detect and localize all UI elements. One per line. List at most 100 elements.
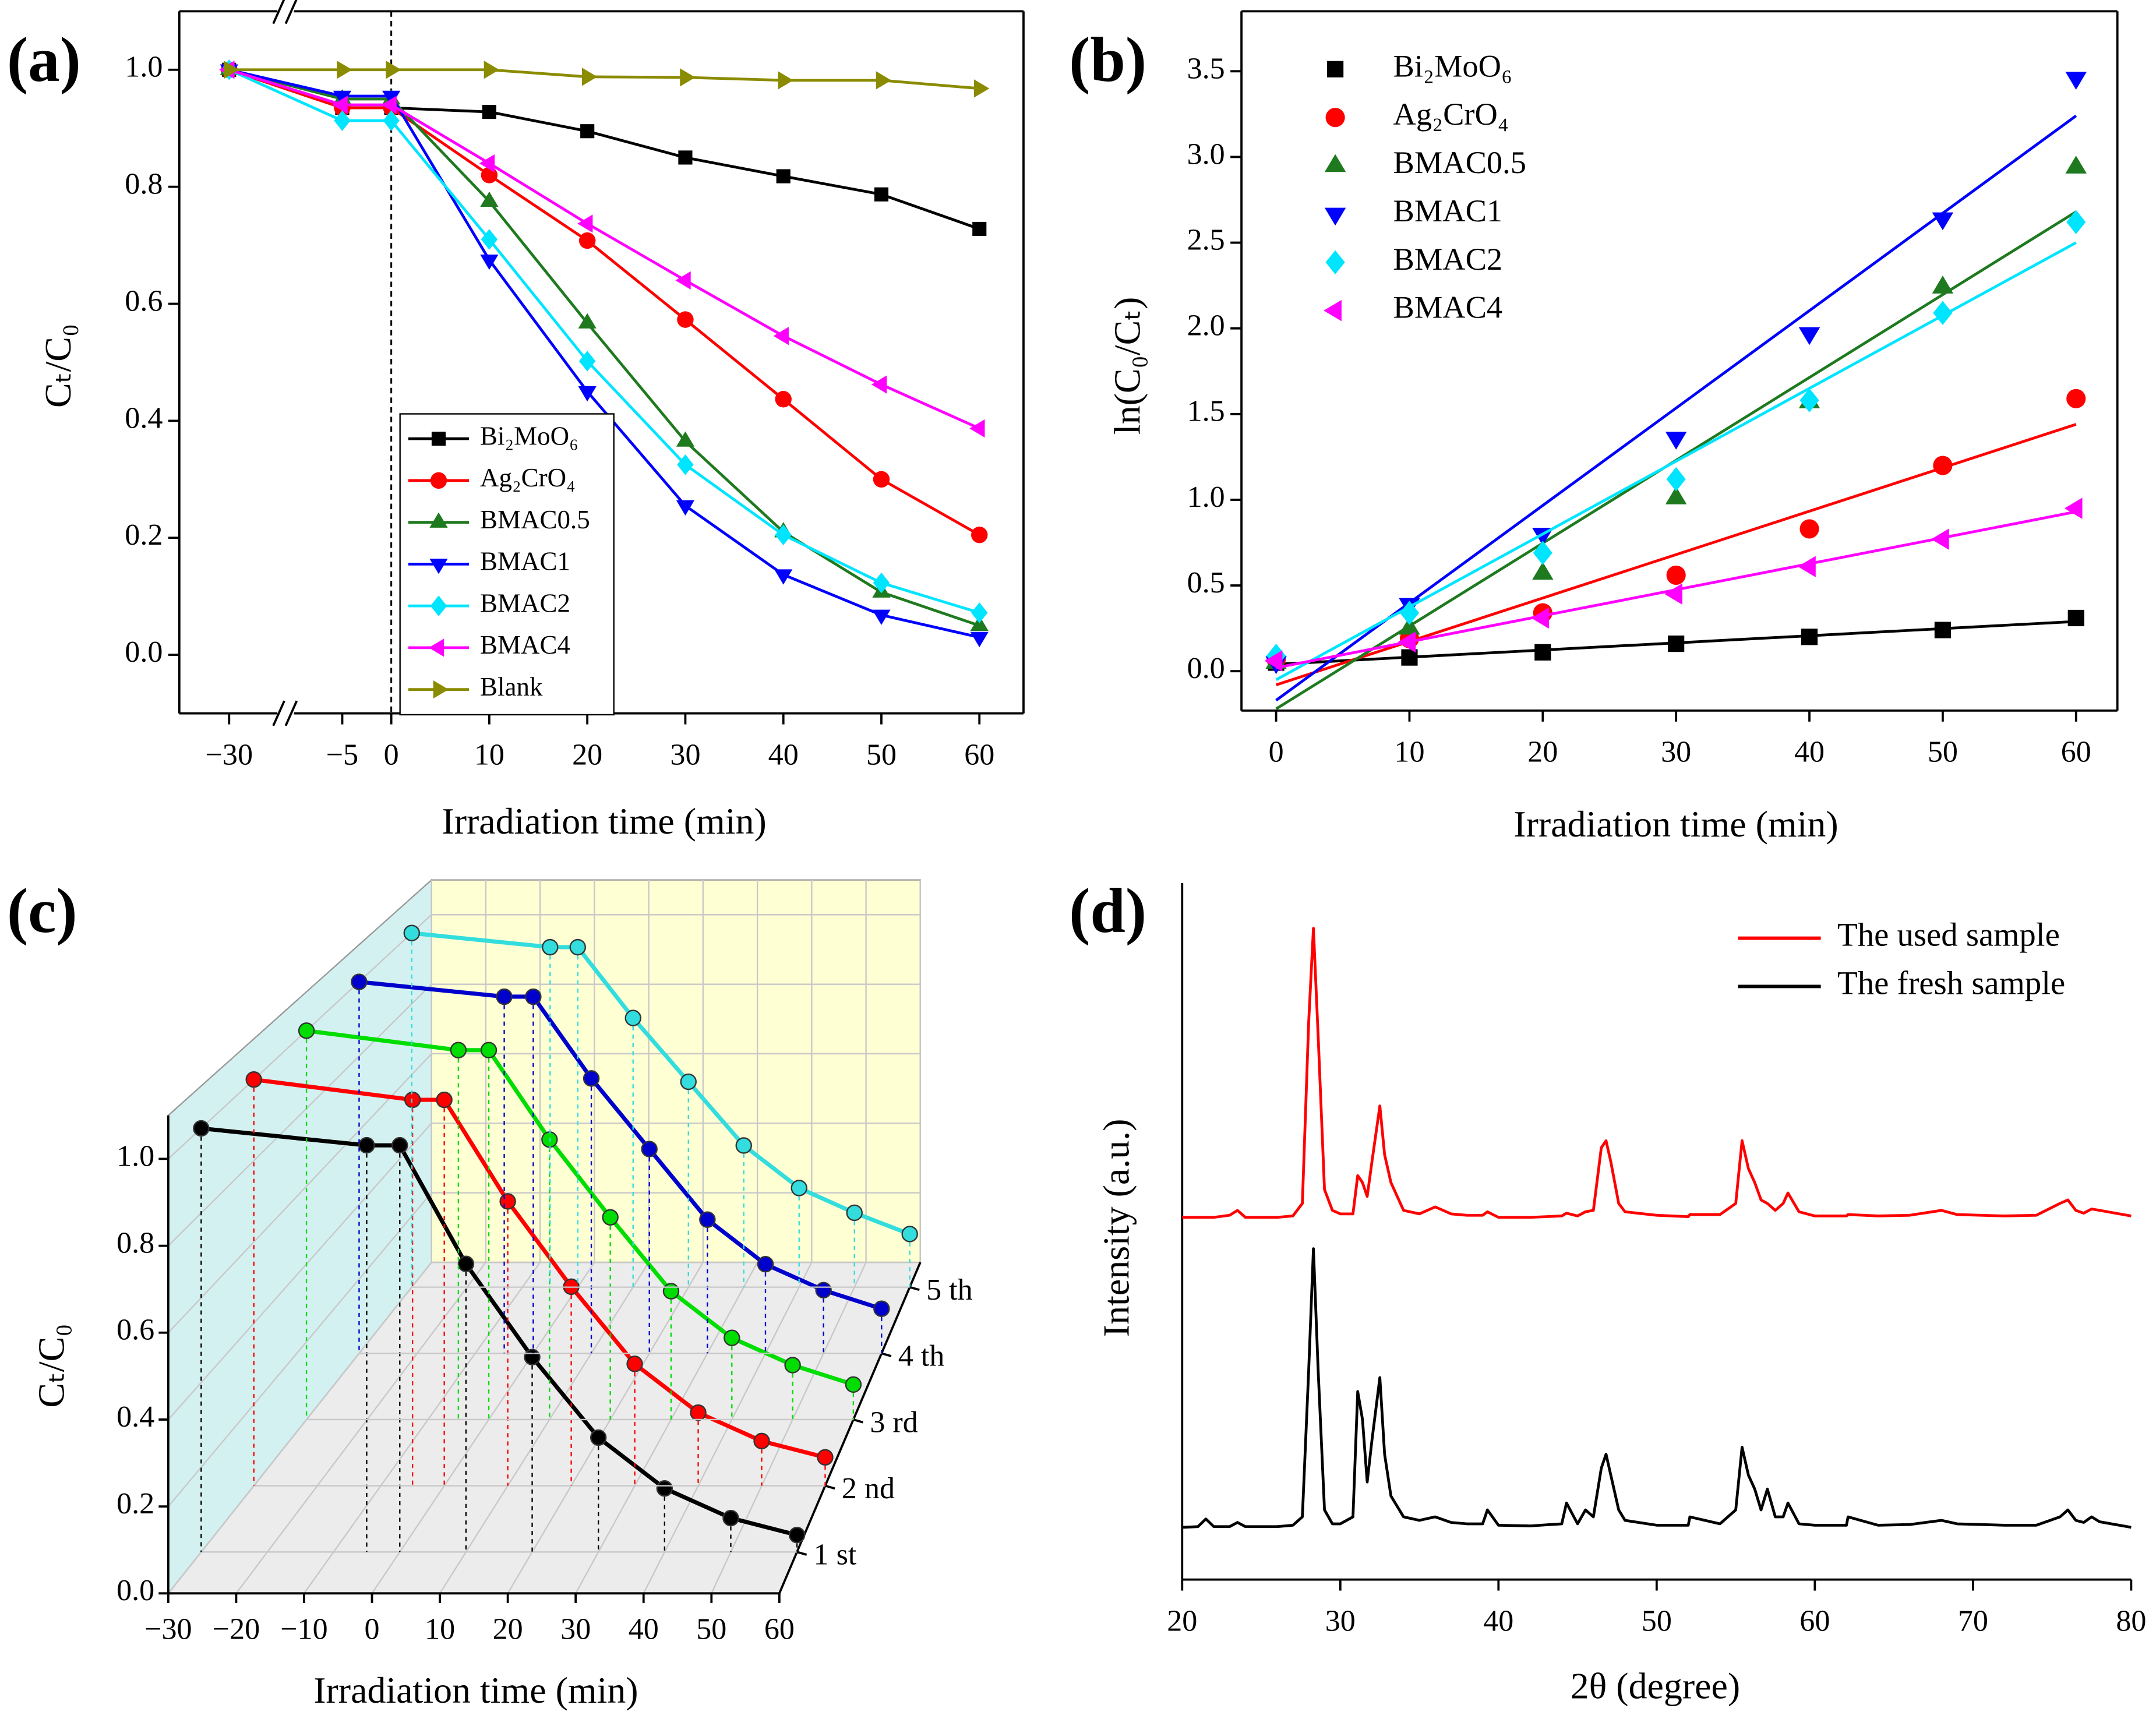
marker	[775, 391, 792, 408]
marker	[332, 96, 348, 114]
marker	[974, 79, 990, 98]
depth-label: 4 th	[898, 1340, 945, 1373]
marker	[1324, 154, 1346, 172]
marker	[1934, 622, 1951, 638]
marker	[971, 602, 988, 623]
marker	[656, 1480, 673, 1497]
marker	[479, 154, 495, 173]
marker	[1932, 276, 1954, 294]
marker	[1933, 301, 1953, 325]
x-axis-label: Irradiation time (min)	[1513, 803, 1838, 845]
marker	[383, 110, 400, 131]
marker	[680, 68, 696, 87]
marker	[193, 1120, 210, 1137]
marker	[481, 167, 498, 183]
marker	[2065, 72, 2087, 90]
grid-line	[168, 914, 432, 1160]
marker	[403, 924, 420, 941]
x-tick-label: 40	[768, 738, 799, 771]
marker	[431, 432, 446, 446]
marker	[1399, 601, 1420, 625]
marker	[1325, 108, 1345, 128]
marker	[578, 232, 596, 249]
marker	[578, 313, 597, 329]
marker	[969, 419, 985, 438]
series-line	[1182, 927, 2132, 1219]
marker	[1398, 631, 1416, 653]
x-tick-label: −10	[280, 1613, 327, 1646]
marker	[753, 1432, 770, 1450]
marker	[1324, 207, 1346, 226]
y-tick-label: 1.0	[1187, 481, 1225, 514]
marker	[774, 569, 793, 585]
grid-line	[575, 1262, 758, 1594]
marker	[735, 1137, 752, 1154]
y-tick-label: 1.0	[125, 51, 163, 84]
marker	[845, 1376, 862, 1393]
marker	[429, 559, 448, 574]
y-axis-label: Cₜ/C₀	[37, 324, 79, 408]
panel-label: (b)	[1069, 24, 1146, 95]
marker	[1264, 650, 1283, 672]
marker	[676, 431, 695, 447]
y-tick-label: 0.0	[125, 636, 163, 669]
legend-label: Ag₂CrO₄	[1393, 96, 1509, 132]
grid-line	[168, 983, 432, 1247]
panel-label: (c)	[7, 876, 77, 946]
marker	[876, 71, 892, 90]
y-tick-label: 0.8	[125, 168, 163, 201]
marker	[245, 1071, 262, 1088]
y-axis-label: ln(C₀/Cₜ)	[1106, 297, 1148, 435]
x-tick-label: 30	[1325, 1604, 1356, 1637]
marker	[817, 1449, 834, 1466]
marker	[677, 454, 694, 475]
y-tick-label: 1.0	[117, 1139, 154, 1173]
x-tick-label: 70	[1958, 1604, 1988, 1637]
x-tick-label: 30	[1661, 736, 1691, 769]
marker	[457, 1255, 475, 1272]
y-tick-label: 1.5	[1187, 395, 1225, 428]
marker	[1665, 432, 1687, 450]
marker	[1799, 388, 1819, 412]
y-tick-label: 0.5	[1187, 566, 1225, 599]
depth-label: 2 nd	[842, 1472, 895, 1505]
marker	[775, 524, 792, 546]
x-tick-label: 20	[1527, 736, 1558, 769]
marker	[1664, 583, 1682, 605]
marker	[580, 124, 595, 139]
marker	[1534, 644, 1551, 661]
marker	[525, 988, 542, 1005]
marker	[481, 229, 498, 250]
y-tick-label: 0.4	[117, 1400, 154, 1434]
marker	[778, 71, 793, 90]
x-tick-label: 60	[1799, 1604, 1830, 1637]
legend-label: BMAC2	[480, 588, 570, 617]
marker	[602, 1209, 619, 1226]
marker	[971, 527, 988, 543]
legend-label: Bi₂MoO₆	[480, 421, 578, 450]
x-tick-label: −30	[206, 738, 253, 771]
axis-break-mark	[284, 700, 298, 726]
marker	[970, 615, 989, 631]
grid-line	[711, 1262, 867, 1594]
marker	[337, 61, 352, 79]
marker	[1933, 456, 1953, 475]
depth-tick	[853, 1418, 863, 1424]
marker	[678, 150, 693, 165]
y-tick-label: 2.5	[1187, 224, 1225, 257]
depth-tick	[881, 1352, 892, 1357]
marker	[496, 988, 513, 1005]
x-tick-label: 40	[1483, 1604, 1513, 1637]
marker	[351, 973, 368, 990]
x-axis-label: Irradiation time (min)	[313, 1669, 638, 1711]
marker	[484, 61, 499, 79]
legend-label: Ag₂CrO₄	[480, 463, 576, 492]
marker	[624, 1010, 641, 1026]
y-axis-label: Intensity (a.u.)	[1095, 1119, 1137, 1337]
marker	[972, 221, 987, 237]
marker	[662, 1283, 680, 1300]
marker	[1324, 299, 1342, 322]
x-tick-label: −20	[213, 1613, 260, 1646]
x-tick-label: 80	[2116, 1604, 2146, 1637]
